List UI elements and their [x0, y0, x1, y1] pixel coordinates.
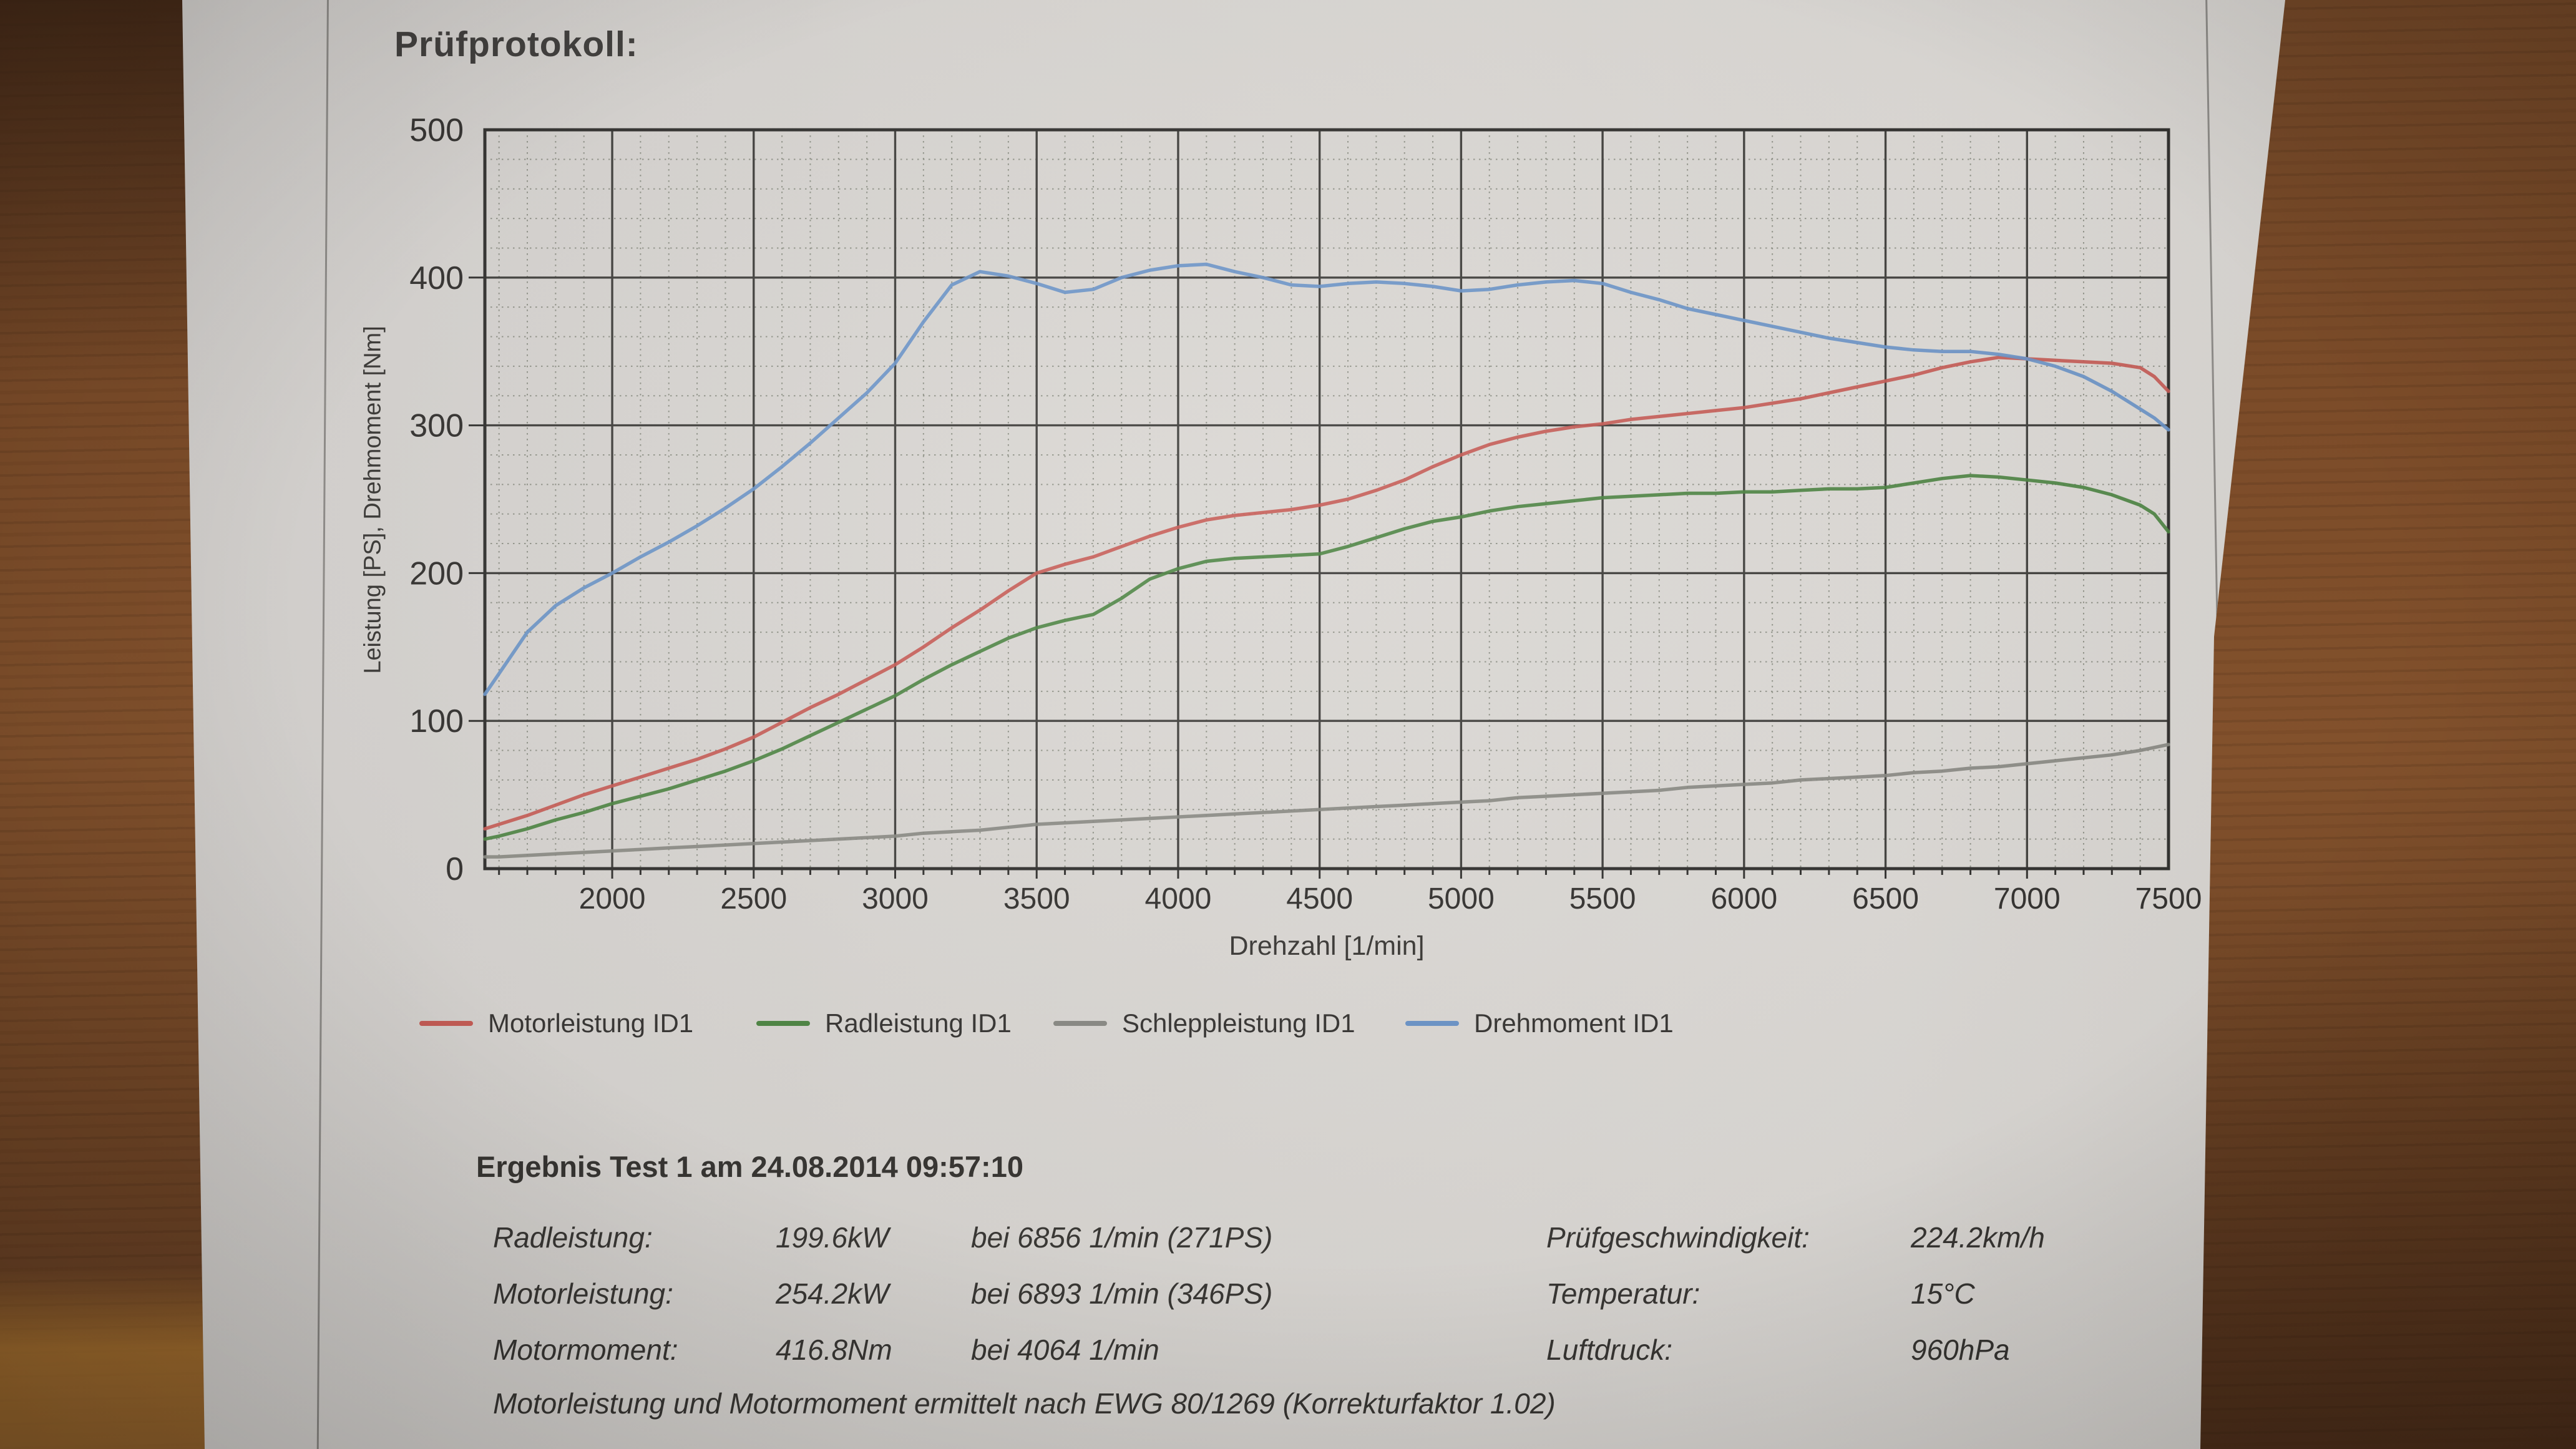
- result-value-right: 224.2km/h: [1911, 1221, 2045, 1254]
- result-at-rpm: bei 6856 1/min (271PS): [971, 1221, 1273, 1254]
- result-label: Radleistung:: [493, 1221, 653, 1254]
- legend-item-drehmoment: Drehmoment ID1: [1405, 1006, 1674, 1041]
- result-row-motormoment: Motormoment: 416.8Nm bei 4064 1/min Luft…: [182, 1333, 2285, 1370]
- svg-text:2500: 2500: [720, 882, 787, 915]
- svg-text:5000: 5000: [1428, 882, 1495, 915]
- result-value: 199.6kW: [776, 1221, 889, 1254]
- legend-swatch-red: [419, 1021, 473, 1026]
- result-label: Motorleistung:: [493, 1277, 673, 1310]
- svg-text:0: 0: [446, 851, 464, 887]
- legend-item-motorleistung: Motorleistung ID1: [419, 1006, 693, 1041]
- svg-text:5500: 5500: [1569, 882, 1636, 915]
- svg-text:6500: 6500: [1852, 882, 1919, 915]
- result-value: 416.8Nm: [776, 1334, 892, 1366]
- legend-label: Motorleistung ID1: [488, 1008, 694, 1038]
- svg-text:4000: 4000: [1145, 882, 1212, 915]
- results-header: Ergebnis Test 1 am 24.08.2014 09:57:10: [476, 1150, 1023, 1183]
- result-at-rpm: bei 4064 1/min: [971, 1334, 1159, 1366]
- result-label-right: Prüfgeschwindigkeit:: [1546, 1221, 1810, 1254]
- legend-swatch-gray: [1053, 1021, 1107, 1026]
- page-title: Prüfprotokoll:: [394, 24, 638, 64]
- svg-text:500: 500: [409, 112, 464, 149]
- legend-swatch-blue: [1405, 1021, 1459, 1026]
- legend-item-radleistung: Radleistung ID1: [756, 1006, 1012, 1041]
- legend-item-schleppleistung: Schleppleistung ID1: [1053, 1006, 1355, 1041]
- result-value: 254.2kW: [776, 1277, 889, 1310]
- svg-text:7000: 7000: [1994, 882, 2061, 915]
- result-label-right: Luftdruck:: [1546, 1334, 1672, 1366]
- svg-text:7500: 7500: [2135, 882, 2202, 915]
- paper-fold-line-left: [316, 0, 329, 1449]
- legend-label: Schleppleistung ID1: [1122, 1008, 1355, 1038]
- result-row-motorleistung: Motorleistung: 254.2kW bei 6893 1/min (3…: [182, 1277, 2285, 1314]
- result-label: Motormoment:: [493, 1334, 678, 1366]
- legend-label: Radleistung ID1: [825, 1008, 1012, 1038]
- svg-text:6000: 6000: [1710, 882, 1777, 915]
- svg-text:4500: 4500: [1286, 882, 1353, 915]
- results-footnote: Motorleistung und Motormoment ermittelt …: [493, 1387, 1556, 1420]
- y-axis-label: Leistung [PS], Drehmoment [Nm]: [359, 326, 386, 674]
- result-value-right: 15°C: [1911, 1277, 1975, 1310]
- legend-label: Drehmoment ID1: [1474, 1008, 1674, 1038]
- svg-text:300: 300: [409, 408, 464, 444]
- svg-text:100: 100: [409, 703, 464, 739]
- svg-text:3000: 3000: [862, 882, 929, 915]
- legend-swatch-green: [756, 1021, 810, 1026]
- result-row-radleistung: Radleistung: 199.6kW bei 6856 1/min (271…: [182, 1221, 2285, 1258]
- svg-text:400: 400: [409, 260, 464, 296]
- wood-grain-shadow-band: [2177, 874, 2576, 1449]
- result-value-right: 960hPa: [1911, 1334, 2010, 1366]
- result-label-right: Temperatur:: [1546, 1277, 1700, 1310]
- svg-text:200: 200: [409, 555, 464, 592]
- svg-text:3500: 3500: [1003, 882, 1070, 915]
- result-at-rpm: bei 6893 1/min (346PS): [971, 1277, 1273, 1310]
- x-axis-label: Drehzahl [1/min]: [1229, 931, 1425, 961]
- svg-text:2000: 2000: [579, 882, 646, 915]
- dyno-chart: 2000 2500 3000 3500 4000 4500 5000 5500 6000 6500…: [409, 112, 2202, 915]
